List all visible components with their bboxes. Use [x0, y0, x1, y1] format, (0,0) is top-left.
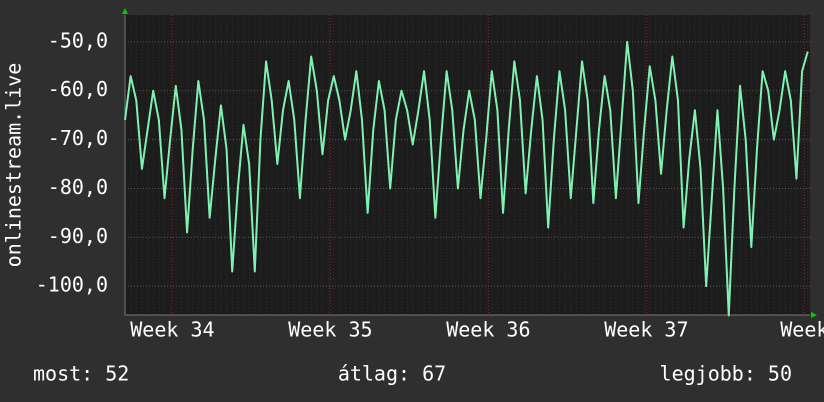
y-tick-label: -50,0	[48, 28, 108, 52]
stat-average: átlag: 67	[338, 362, 446, 386]
x-tick-label: Week 37	[604, 318, 688, 342]
x-tick-label: Week 35	[288, 318, 372, 342]
y-axis-label: onlinestream.live	[2, 63, 26, 268]
x-tick-label: Week	[780, 318, 824, 342]
y-tick-label: -70,0	[48, 126, 108, 150]
y-tick-label: -100,0	[36, 273, 108, 297]
stat-current: most: 52	[33, 362, 129, 386]
axis-arrow	[811, 312, 817, 318]
y-tick-label: -90,0	[48, 224, 108, 248]
axis-arrow	[122, 8, 128, 14]
x-tick-label: Week 36	[446, 318, 530, 342]
y-tick-label: -60,0	[48, 77, 108, 101]
data-line	[124, 40, 809, 317]
stat-best: legjobb: 50	[660, 362, 792, 386]
y-tick-label: -80,0	[48, 175, 108, 199]
x-tick-label: Week 34	[130, 318, 214, 342]
